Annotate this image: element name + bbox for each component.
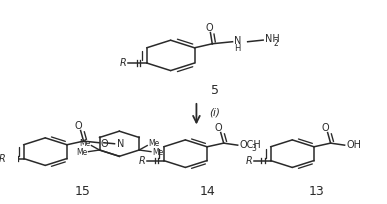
Text: N: N [117, 139, 124, 149]
Text: (i): (i) [209, 107, 220, 117]
Text: 2: 2 [274, 39, 278, 48]
Text: R: R [0, 154, 5, 164]
Text: N: N [234, 36, 241, 46]
Text: H: H [234, 44, 240, 53]
Text: O: O [322, 123, 329, 133]
Text: OH: OH [346, 140, 361, 150]
Text: O: O [215, 123, 222, 133]
Text: 14: 14 [200, 185, 215, 198]
Text: R: R [120, 58, 127, 68]
Text: Me: Me [148, 139, 159, 148]
Text: Me: Me [152, 147, 163, 156]
Text: Me: Me [76, 147, 87, 156]
Text: O: O [101, 139, 108, 149]
Text: R: R [139, 156, 145, 166]
Text: 5: 5 [211, 84, 219, 97]
Text: O: O [75, 121, 82, 131]
Text: O: O [205, 23, 213, 33]
Text: NH: NH [265, 34, 279, 44]
Text: 13: 13 [308, 185, 324, 198]
Text: 3: 3 [252, 144, 257, 153]
Text: Me: Me [79, 139, 90, 148]
Text: 15: 15 [74, 185, 90, 198]
Text: OCH: OCH [240, 140, 261, 150]
Text: R: R [245, 156, 252, 166]
